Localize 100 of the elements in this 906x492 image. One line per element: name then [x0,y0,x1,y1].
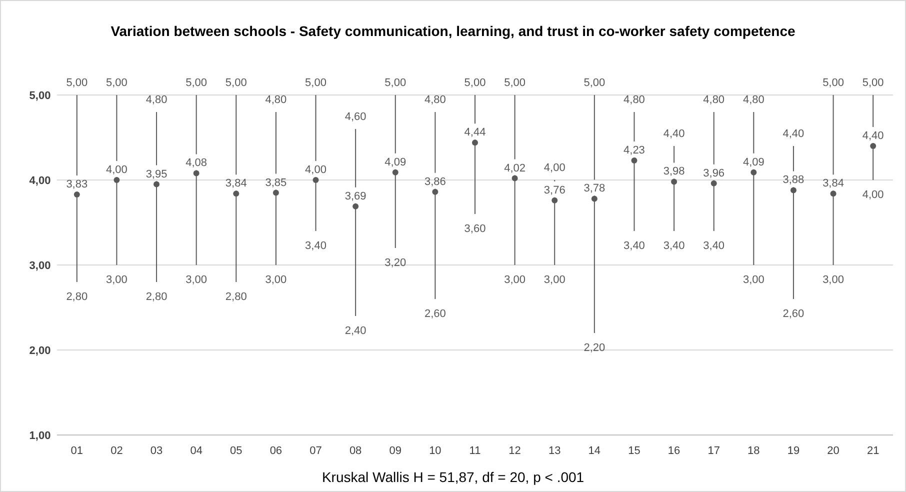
point [830,190,836,197]
annotation: 5,00 [106,77,128,89]
annotation: 2,20 [584,342,606,354]
x-tick-label: 02 [110,445,123,457]
x-tick-label: 07 [310,445,322,457]
annotation: 4,60 [344,111,366,123]
point [472,140,478,146]
point [114,177,120,183]
x-tick-label: 15 [628,445,640,457]
annotation: 5,00 [305,77,326,89]
annotation: 3,40 [663,240,685,252]
data-label: 4,08 [186,157,208,170]
data-label: 3,83 [66,178,88,190]
data-label: 4,00 [305,164,326,176]
x-tick-label: 13 [548,445,561,457]
annotation: 4,80 [265,94,287,106]
data-label: 3,96 [703,167,725,180]
point [233,190,240,197]
data-label: 4,40 [862,130,884,142]
x-tick-label: 11 [469,445,481,457]
annotation: 5,00 [862,77,884,89]
annotation: 5,00 [504,77,526,89]
annotation: 3,40 [305,240,326,252]
x-tick-label: 14 [588,445,601,457]
point [74,191,80,198]
data-label: 3,78 [584,182,606,195]
data-label: 3,84 [822,178,844,190]
point [552,197,558,204]
data-label: 3,86 [424,176,446,188]
data-label: 4,00 [106,164,128,176]
annotation: 4,80 [703,94,725,106]
point [790,187,796,194]
x-tick-label: 09 [389,445,402,457]
x-tick-label: 16 [668,445,680,457]
annotation: 2,80 [66,291,88,303]
annotation: 4,40 [663,128,685,140]
data-label: 3,98 [663,166,685,178]
point [312,177,319,183]
x-tick-label: 03 [150,445,163,457]
annotation: 3,20 [384,257,406,269]
annotation: 3,00 [822,274,844,286]
x-tick-label: 08 [349,445,362,457]
text: Kruskal Wallis H = 51,87, df = 20, p < .001 [322,469,584,485]
x-tick-label: 06 [270,445,282,457]
point [272,190,279,196]
x-tick-label: 04 [190,445,202,457]
x-tick-label: 21 [866,445,880,457]
y-tick-label: 3,00 [29,260,51,272]
x-tick-label: 18 [748,445,760,457]
data-label: 4,23 [624,144,645,156]
data-label: 4,44 [464,126,486,139]
point [512,175,518,182]
annotation: 3,00 [265,274,287,286]
annotation: 5,00 [822,77,844,89]
y-tick-label: 5,00 [29,90,51,102]
point [193,170,200,176]
data-label: 4,02 [504,162,526,174]
annotation: 2,80 [225,291,247,303]
y-tick-label: 2,00 [29,345,51,357]
annotation: 5,00 [584,77,606,89]
annotation: 4,80 [146,94,168,106]
chart-title: Variation between schools - Safety communication, learning, and trust in co-worker safety competence [110,23,796,39]
point [432,188,438,195]
y-tick-label: 4,00 [29,175,51,187]
data-label: 3,95 [146,168,168,180]
data-label: 3,84 [225,178,247,190]
point [710,180,717,186]
annotation: 5,00 [464,77,486,89]
annotation: 3,40 [624,240,645,252]
data-label: 4,09 [742,156,764,168]
annotation: 4,80 [624,94,645,106]
annotation: 4,80 [424,94,446,106]
annotation: 3,60 [464,223,486,235]
data-label: 3,85 [265,176,287,189]
annotation: 3,40 [703,240,725,252]
annotation: 5,00 [384,77,406,89]
point [392,169,398,176]
annotation: 3,00 [106,274,128,286]
annotation: 3,00 [742,274,764,286]
annotation: 2,40 [344,325,366,337]
data-label: 3,88 [782,174,804,186]
x-tick-label: 20 [827,445,840,457]
x-tick-label: 05 [230,445,242,457]
y-tick-label: 1,00 [29,430,51,442]
x-tick-label: 01 [70,445,84,457]
annotation: 2,60 [782,308,804,320]
point [870,143,876,149]
annotation: 5,00 [225,77,247,89]
point [352,203,359,210]
annotation: 2,60 [424,308,446,320]
annotation: 5,00 [186,77,208,89]
data-label: 3,76 [544,184,566,196]
point [750,169,757,176]
annotation: 4,00 [862,189,884,201]
point [631,157,638,164]
annotation: 4,00 [544,162,566,174]
annotation: 5,00 [66,77,88,89]
x-tick-label: 12 [508,445,521,457]
annotation: 4,80 [742,94,764,106]
point [671,178,678,185]
